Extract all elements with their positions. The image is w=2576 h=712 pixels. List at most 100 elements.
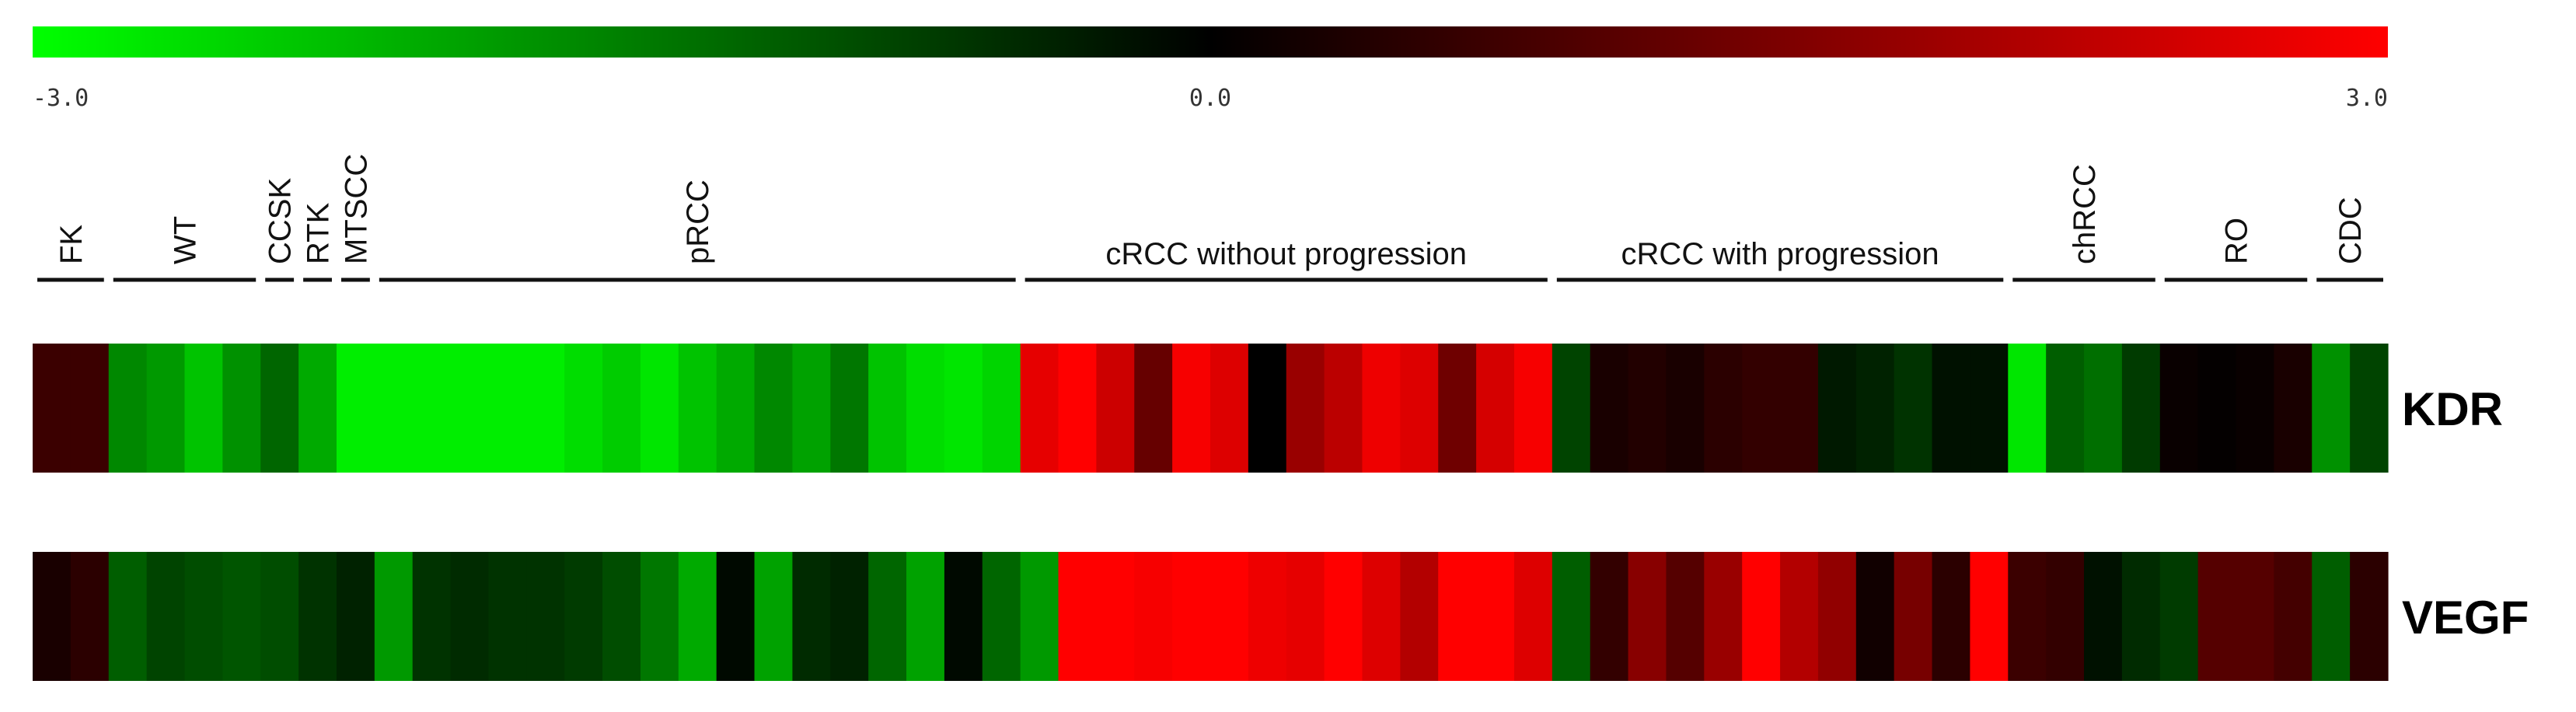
heatmap-cell: [1400, 344, 1439, 473]
heatmap-cell: [1210, 344, 1249, 473]
heatmap-cell: [298, 552, 337, 681]
heatmap-cell: [1817, 552, 1857, 681]
heatmap-cell: [260, 344, 299, 473]
heatmap-cell: [1970, 344, 2009, 473]
heatmap-cell: [1932, 344, 1971, 473]
heatmap-row-kdr: [33, 344, 2389, 473]
heatmap-cell: [2159, 552, 2199, 681]
heatmap-cell: [1855, 344, 1895, 473]
heatmap-cell: [1970, 552, 2009, 681]
heatmap-cell: [2159, 344, 2199, 473]
heatmap-cell: [982, 344, 1021, 473]
heatmap-cell: [1590, 552, 1629, 681]
heatmap-cell: [1134, 552, 1173, 681]
group-label: RO: [2220, 218, 2254, 264]
heatmap-cell: [2084, 552, 2123, 681]
heatmap-cell: [906, 344, 945, 473]
heatmap-cell: [1134, 344, 1173, 473]
heatmap-cell: [1513, 552, 1553, 681]
heatmap-cell: [906, 552, 945, 681]
heatmap-cell: [146, 344, 186, 473]
row-label: KDR: [2402, 383, 2503, 435]
heatmap-cell: [2350, 344, 2389, 473]
heatmap-cell: [1058, 344, 1097, 473]
heatmap-cell: [2121, 344, 2161, 473]
heatmap-cell: [1628, 552, 1667, 681]
heatmap-cell: [678, 344, 717, 473]
heatmap-cell: [944, 344, 983, 473]
heatmap-cell: [868, 344, 907, 473]
heatmap-cell: [1438, 344, 1477, 473]
heatmap-cell: [33, 344, 72, 473]
heatmap-cell: [564, 552, 603, 681]
heatmap-cell: [1780, 552, 1819, 681]
heatmap-cell: [1020, 552, 1059, 681]
group-label: cRCC with progression: [1621, 237, 1939, 271]
heatmap-cell: [678, 552, 717, 681]
heatmap-cell: [830, 552, 869, 681]
heatmap-cell: [1552, 552, 1591, 681]
heatmap-cell: [2312, 344, 2351, 473]
heatmap-cell: [868, 552, 907, 681]
heatmap-cell: [1172, 552, 1211, 681]
color-scale-mid-label: 0.0: [1189, 85, 1231, 112]
heatmap-cell: [2084, 344, 2123, 473]
heatmap-rows: KDR VEGF: [33, 344, 2529, 681]
heatmap-cell: [830, 344, 869, 473]
heatmap-cell: [1362, 552, 1401, 681]
heatmap-cell: [33, 552, 72, 681]
heatmap-cell: [1362, 344, 1401, 473]
heatmap-cell: [1894, 552, 1933, 681]
heatmap-cell: [336, 344, 375, 473]
heatmap-cell: [1817, 344, 1857, 473]
heatmap-cell: [1286, 344, 1325, 473]
heatmap-cell: [70, 552, 110, 681]
heatmap-cell: [488, 344, 527, 473]
heatmap-cell: [184, 344, 223, 473]
heatmap-cell: [1855, 552, 1895, 681]
heatmap-cell: [1780, 344, 1819, 473]
heatmap-cell: [2197, 552, 2237, 681]
heatmap-cell: [1628, 344, 1667, 473]
heatmap-cell: [640, 344, 679, 473]
heatmap-cell: [602, 344, 641, 473]
heatmap-cell: [146, 552, 186, 681]
color-scale-min-label: -3.0: [33, 85, 89, 112]
heatmap-cell: [526, 344, 565, 473]
heatmap-cell: [1704, 552, 1743, 681]
heatmap-cell: [2274, 552, 2312, 681]
heatmap-cell: [108, 552, 148, 681]
heatmap-cell: [2312, 552, 2351, 681]
heatmap-cell: [412, 344, 452, 473]
heatmap-cell: [2121, 552, 2161, 681]
heatmap-cell: [184, 552, 223, 681]
heatmap-cell: [1666, 344, 1705, 473]
color-scale-bar: [33, 26, 2388, 58]
heatmap-cell: [982, 552, 1021, 681]
heatmap-cell: [298, 344, 337, 473]
heatmap-cell: [564, 344, 603, 473]
group-label: CCSK: [264, 178, 298, 264]
color-scale-max-label: 3.0: [2346, 85, 2388, 112]
heatmap-cell: [2046, 344, 2085, 473]
heatmap-cell: [2236, 344, 2274, 473]
group-label: FK: [54, 225, 89, 264]
group-label: WT: [168, 216, 202, 264]
heatmap-cell: [1438, 552, 1477, 681]
heatmap-cell: [526, 552, 565, 681]
heatmap-cell: [2197, 344, 2237, 473]
heatmap-cell: [70, 344, 110, 473]
heatmap-cell: [2008, 344, 2047, 473]
group-label: MTSCC: [339, 154, 373, 264]
heatmap-cell: [2046, 552, 2085, 681]
heatmap-cell: [450, 552, 490, 681]
heatmap-cell: [1704, 344, 1743, 473]
heatmap-cell: [944, 552, 983, 681]
group-label: cRCC without progression: [1105, 237, 1467, 271]
heatmap-cell: [2236, 552, 2274, 681]
heatmap-cell: [222, 552, 261, 681]
group-label: pRCC: [681, 180, 715, 264]
heatmap-cell: [1513, 344, 1553, 473]
heatmap-cell: [1096, 552, 1135, 681]
